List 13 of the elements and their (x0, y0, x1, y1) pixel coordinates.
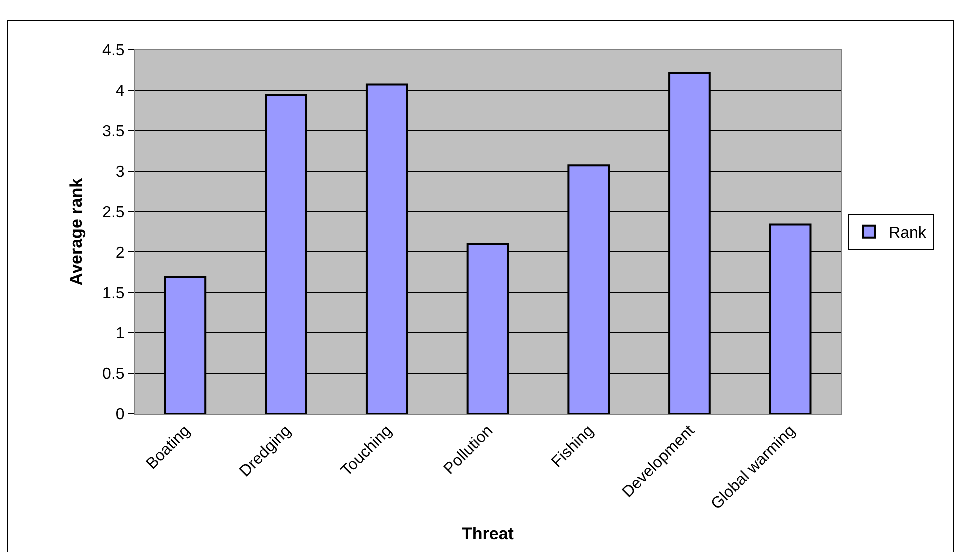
y-tick-label: 4.5 (102, 42, 125, 60)
y-tick-label: 1.5 (102, 285, 125, 302)
y-tick-label: 0.5 (102, 366, 125, 384)
y-tick-label: 0 (116, 406, 125, 424)
y-tick-label: 2.5 (102, 204, 125, 222)
y-axis-title: Average rank (67, 178, 86, 286)
y-tick-label: 4 (116, 83, 125, 100)
y-tick-label: 3 (116, 164, 125, 181)
y-tick-label: 3.5 (102, 123, 125, 140)
y-tick-label: 1 (116, 326, 125, 343)
y-tick-label: 2 (116, 244, 125, 262)
legend-label: Rank (889, 225, 928, 242)
x-axis-title: Threat (462, 524, 514, 544)
